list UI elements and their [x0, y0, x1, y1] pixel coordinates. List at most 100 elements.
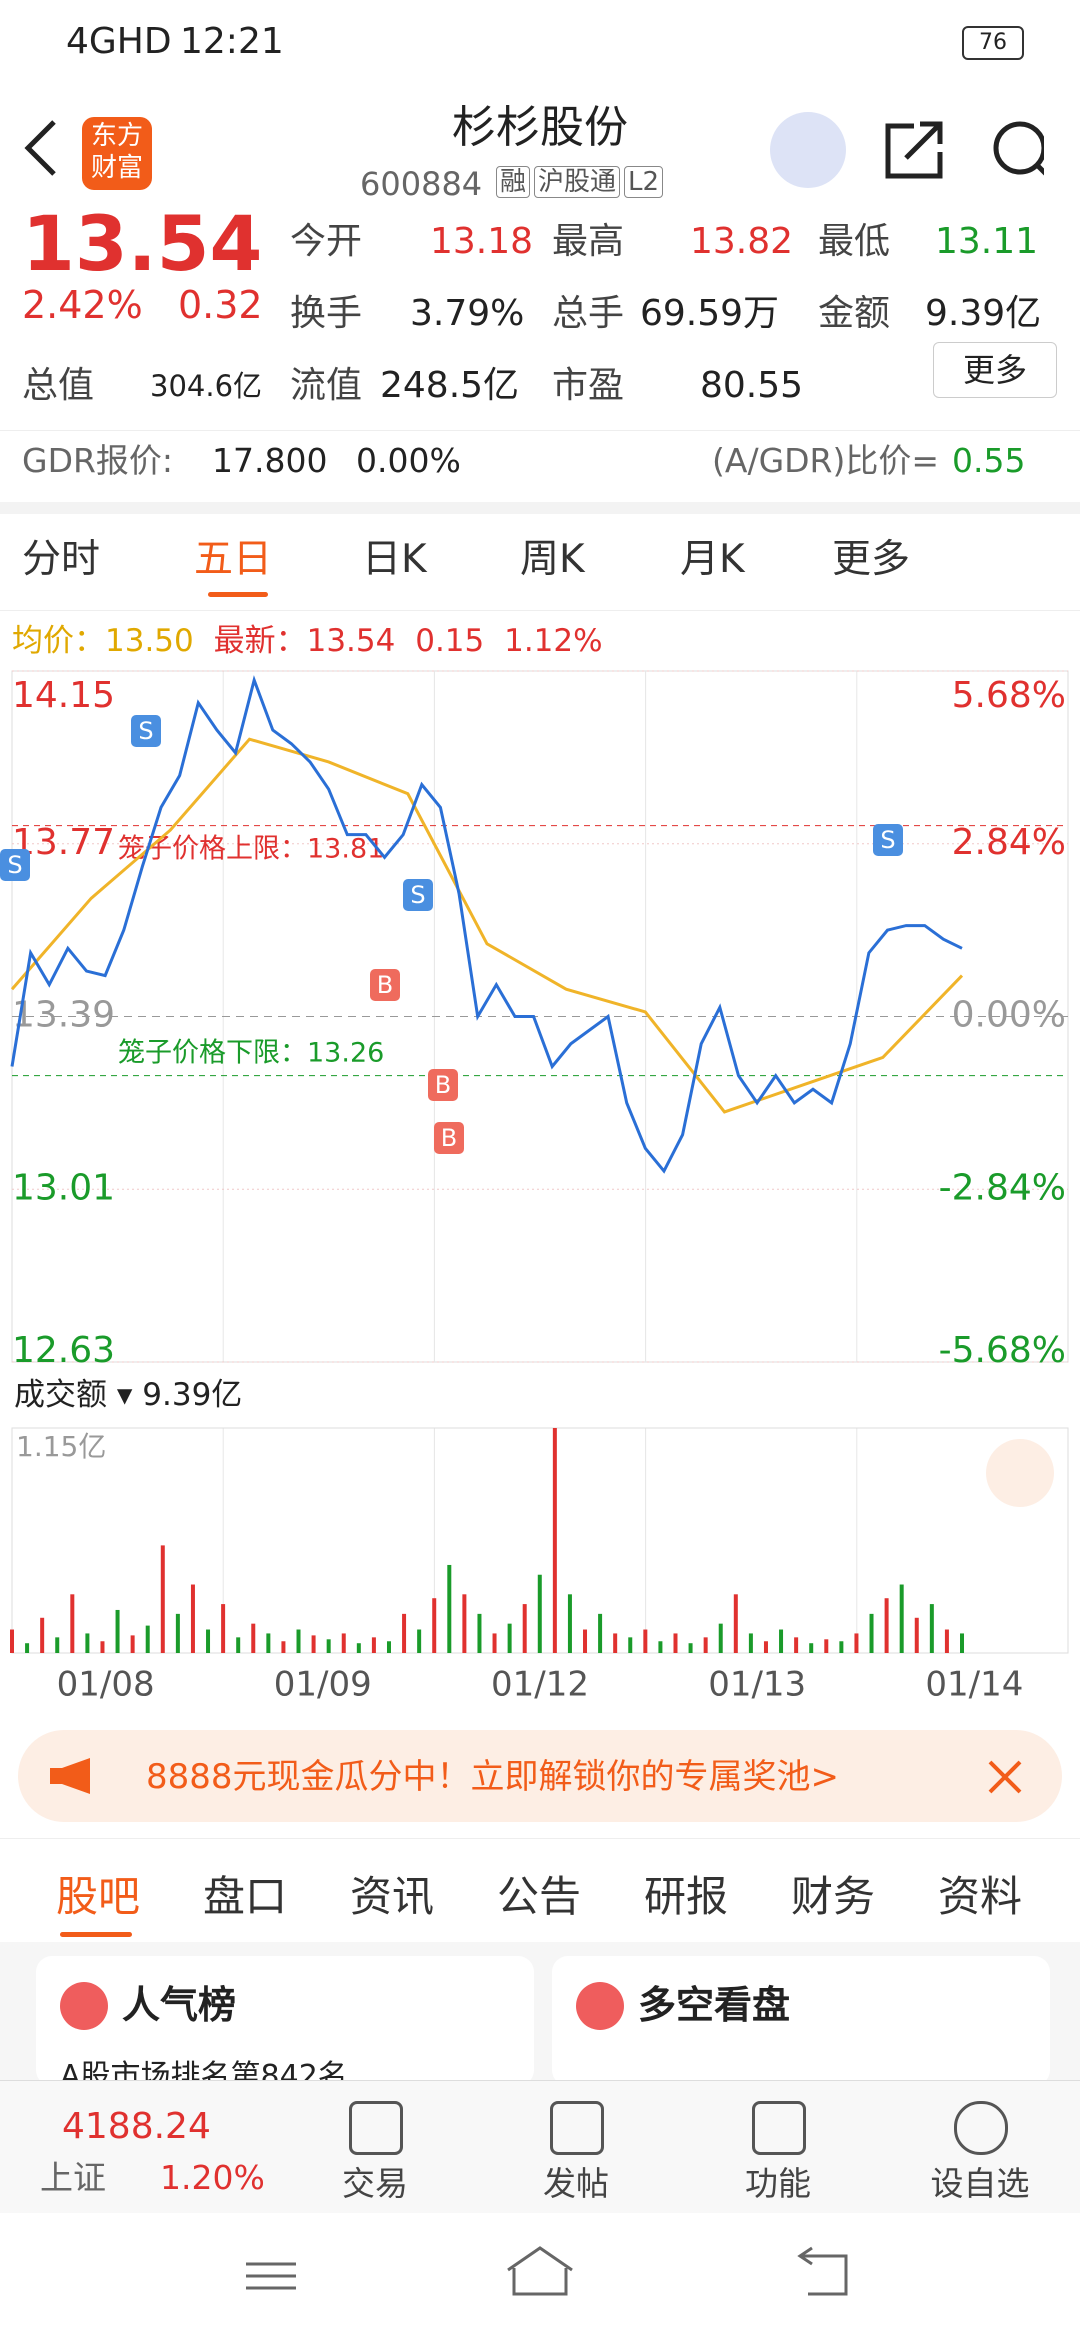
icon: [576, 1982, 624, 2030]
price: 13.54: [22, 199, 263, 288]
network: 4GHD: [66, 21, 172, 62]
volume-bar: [567, 1594, 572, 1653]
volume-bar: [537, 1574, 542, 1653]
volume-bar: [251, 1623, 256, 1653]
stat-label: 换手: [290, 293, 363, 334]
volume-bar: [824, 1639, 829, 1653]
section-tab[interactable]: 盘口: [203, 1872, 288, 1921]
trade-marker-label: S: [880, 826, 895, 854]
volume-bar: [326, 1639, 331, 1653]
volume-bar: [779, 1629, 784, 1653]
volume-bar: [477, 1613, 482, 1653]
title: 杉杉股份: [452, 102, 628, 153]
volume-bar: [944, 1629, 949, 1653]
stat-label: 流值: [290, 365, 363, 406]
system-nav: [246, 2246, 848, 2296]
y-tick-label: 12.63: [12, 1330, 115, 1371]
y-tick-label: 13.01: [12, 1167, 115, 1208]
section-tab[interactable]: 财务: [791, 1872, 876, 1921]
limit-label: 笼子价格上限：13.81: [118, 833, 384, 864]
quote-panel: 13.54 2.42% 0.32 今开 13.18 最高 13.82 最低 13.11 换手…: [0, 200, 1080, 430]
card[interactable]: 多空看盘: [552, 1956, 1050, 2086]
nav-icon[interactable]: [550, 2101, 604, 2155]
y-tick-label: 14.15: [12, 675, 115, 716]
gdr-ratio-label: (A/GDR)比价=: [712, 441, 940, 480]
gdr-change: 0.00%: [356, 441, 461, 480]
index-value[interactable]: 4188.24: [62, 2106, 211, 2147]
header: 4GHD 12:21 76 东方财富 杉杉股份 600884 融沪股通 L2: [0, 0, 1080, 209]
stat-label: 总手: [552, 293, 625, 334]
avatar[interactable]: [770, 112, 846, 188]
volume-bar: [115, 1609, 120, 1653]
section-tab[interactable]: 资讯: [350, 1872, 435, 1921]
y2-tick-label: 0.00%: [952, 995, 1066, 1036]
expand-button[interactable]: [986, 1439, 1054, 1507]
volume-bar: [658, 1641, 663, 1653]
trade-marker-label: S: [7, 851, 22, 879]
limit-text: 笼子价格下限：: [118, 1037, 307, 1068]
chart-tab[interactable]: 分时: [22, 537, 101, 582]
volume-bar: [40, 1617, 45, 1653]
banner[interactable]: 8888元现金瓜分中！立即解锁你的专属奖池>: [18, 1730, 1062, 1822]
pct: 1.12%: [504, 623, 603, 659]
section-tab[interactable]: 公告: [497, 1872, 582, 1921]
stat-value: 13.18: [430, 221, 534, 262]
volume-bar: [492, 1633, 497, 1653]
y2-tick-label: -2.84%: [939, 1167, 1066, 1208]
volume-bar: [884, 1598, 889, 1653]
stat-label: 市盈: [552, 365, 625, 406]
avg: 13.50: [105, 623, 194, 659]
card[interactable]: 人气榜 A股市场排名第842名: [36, 1956, 534, 2092]
actions[interactable]: [884, 118, 1044, 182]
tab-underline: [208, 592, 268, 597]
back[interactable]: [20, 118, 60, 178]
divider: [0, 430, 1080, 431]
volume-bar: [296, 1629, 301, 1653]
chart-tab[interactable]: 五日: [194, 537, 273, 582]
battery: 76: [962, 26, 1024, 60]
section-tab[interactable]: 研报: [644, 1872, 729, 1921]
volume-bar: [10, 1629, 14, 1653]
volume-bar: [386, 1641, 391, 1653]
more-button[interactable]: 更多: [933, 342, 1057, 398]
nav-icon[interactable]: [954, 2101, 1008, 2155]
stat-label: 总值: [22, 365, 95, 406]
nav-icon[interactable]: [752, 2101, 806, 2155]
volume-total: 9.39亿: [142, 1377, 243, 1413]
section-tab[interactable]: 资料: [938, 1872, 1023, 1921]
nav-icon[interactable]: [349, 2101, 403, 2155]
stat-value: 13.11: [935, 221, 1039, 262]
section-tab[interactable]: 股吧: [56, 1872, 141, 1921]
trade-marker-label: B: [435, 1071, 451, 1099]
volume-bar: [960, 1633, 964, 1653]
volume-bar: [794, 1637, 799, 1653]
divider: [0, 1838, 1080, 1839]
chart-tab[interactable]: 月K: [680, 537, 745, 582]
x-tick-label: 01/13: [708, 1665, 806, 1705]
volume-bar: [206, 1629, 211, 1653]
volume-bar: [869, 1613, 874, 1653]
change: 0.15: [415, 623, 485, 659]
chart-tab[interactable]: 日K: [362, 537, 427, 582]
volume-bar: [402, 1613, 407, 1653]
trade-marker: [873, 824, 903, 856]
last-label: 最新：: [213, 623, 307, 659]
card-title: 多空看盘: [638, 1983, 791, 2027]
trade-marker: [131, 715, 161, 747]
tag: L2: [624, 166, 664, 198]
volume-bar: [462, 1594, 467, 1653]
chart-tab[interactable]: 更多: [832, 537, 911, 582]
cards: 人气榜 A股市场排名第842名 多空看盘: [0, 1942, 1080, 2092]
stat-value: 9.39亿: [925, 293, 1042, 334]
volume-bar: [522, 1604, 527, 1653]
volume-bar: [160, 1545, 165, 1653]
index-name: 上证: [40, 2158, 106, 2197]
close[interactable]: [986, 1758, 1026, 1798]
volume-bar: [145, 1625, 150, 1653]
series-line: [10, 675, 963, 1174]
chart-tab[interactable]: 周K: [520, 537, 585, 582]
volume-bar: [447, 1564, 452, 1653]
volume-bar: [703, 1637, 708, 1653]
change-pct: 2.42%: [22, 283, 143, 327]
stat-value: 69.59万: [640, 293, 780, 334]
